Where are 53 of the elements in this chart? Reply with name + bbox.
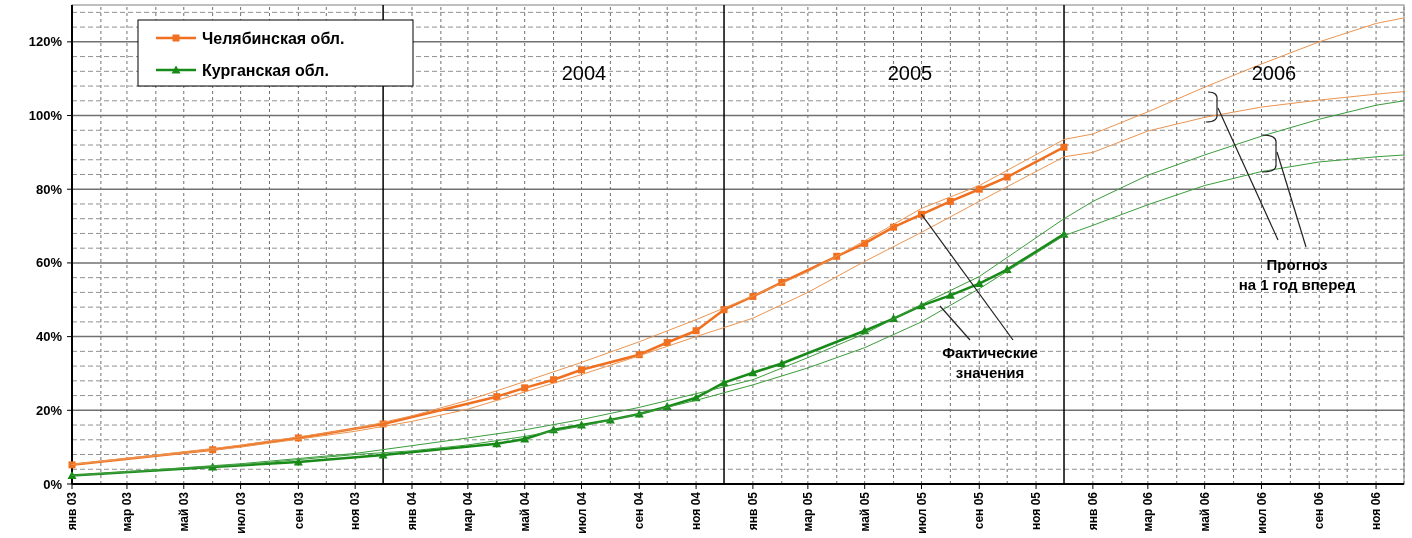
x-tick-label: май 05 xyxy=(857,491,872,532)
x-tick-label: мар 03 xyxy=(120,491,135,532)
point xyxy=(748,368,758,377)
x-tick-label: июл 06 xyxy=(1254,491,1269,534)
x-tick-label: сен 05 xyxy=(972,491,987,530)
x-tick-label: янв 03 xyxy=(65,491,80,531)
annotation: Фактические значения xyxy=(942,344,1038,381)
point xyxy=(946,197,954,205)
point xyxy=(974,279,984,288)
point xyxy=(520,434,530,443)
legend-label: Курганская обл. xyxy=(202,61,329,79)
point xyxy=(493,393,501,401)
point xyxy=(521,384,529,392)
x-tick-label: сен 03 xyxy=(291,491,306,530)
point xyxy=(1060,143,1068,151)
point xyxy=(777,359,787,368)
annotation: 2004 xyxy=(561,62,607,84)
point xyxy=(663,339,671,347)
point xyxy=(692,327,700,335)
y-tick-label: 40% xyxy=(35,329,63,345)
x-tick-label: июл 03 xyxy=(233,491,248,534)
legend-label: Челябинская обл. xyxy=(202,29,345,47)
x-tick-label: ноя 05 xyxy=(1029,491,1044,531)
y-tick-label: 100% xyxy=(28,108,63,124)
x-tick-label: ноя 03 xyxy=(348,491,363,531)
y-tick-label: 120% xyxy=(28,34,63,50)
x-tick-label: июл 05 xyxy=(914,491,929,534)
point xyxy=(945,290,955,299)
x-tick-label: мар 04 xyxy=(461,491,476,532)
x-tick-label: янв 04 xyxy=(405,491,420,531)
x-tick-label: сен 06 xyxy=(1312,491,1327,530)
point xyxy=(975,185,983,193)
x-tick-label: мар 05 xyxy=(801,491,816,532)
y-tick-label: 80% xyxy=(35,181,63,197)
x-tick-label: май 03 xyxy=(176,491,191,532)
annotation: 2005 xyxy=(887,62,933,84)
y-tick-label: 20% xyxy=(35,402,63,418)
x-tick-label: сен 04 xyxy=(632,491,647,530)
y-tick-label: 0% xyxy=(43,476,63,492)
point xyxy=(719,378,729,387)
annotation: Прогноз на 1 год вперед xyxy=(1238,256,1356,293)
x-tick-label: май 04 xyxy=(517,491,532,532)
annotation: 2006 xyxy=(1251,62,1297,84)
y-tick-label: 60% xyxy=(35,255,63,271)
x-tick-label: май 06 xyxy=(1197,491,1212,532)
x-tick-label: янв 06 xyxy=(1086,491,1101,531)
point xyxy=(578,366,586,374)
x-tick-label: ноя 04 xyxy=(689,491,704,531)
x-tick-label: мар 06 xyxy=(1141,491,1156,532)
point xyxy=(1003,173,1011,181)
x-tick-label: июл 04 xyxy=(574,491,589,534)
x-tick-label: ноя 06 xyxy=(1369,491,1384,531)
x-tick-label: янв 05 xyxy=(746,491,761,531)
